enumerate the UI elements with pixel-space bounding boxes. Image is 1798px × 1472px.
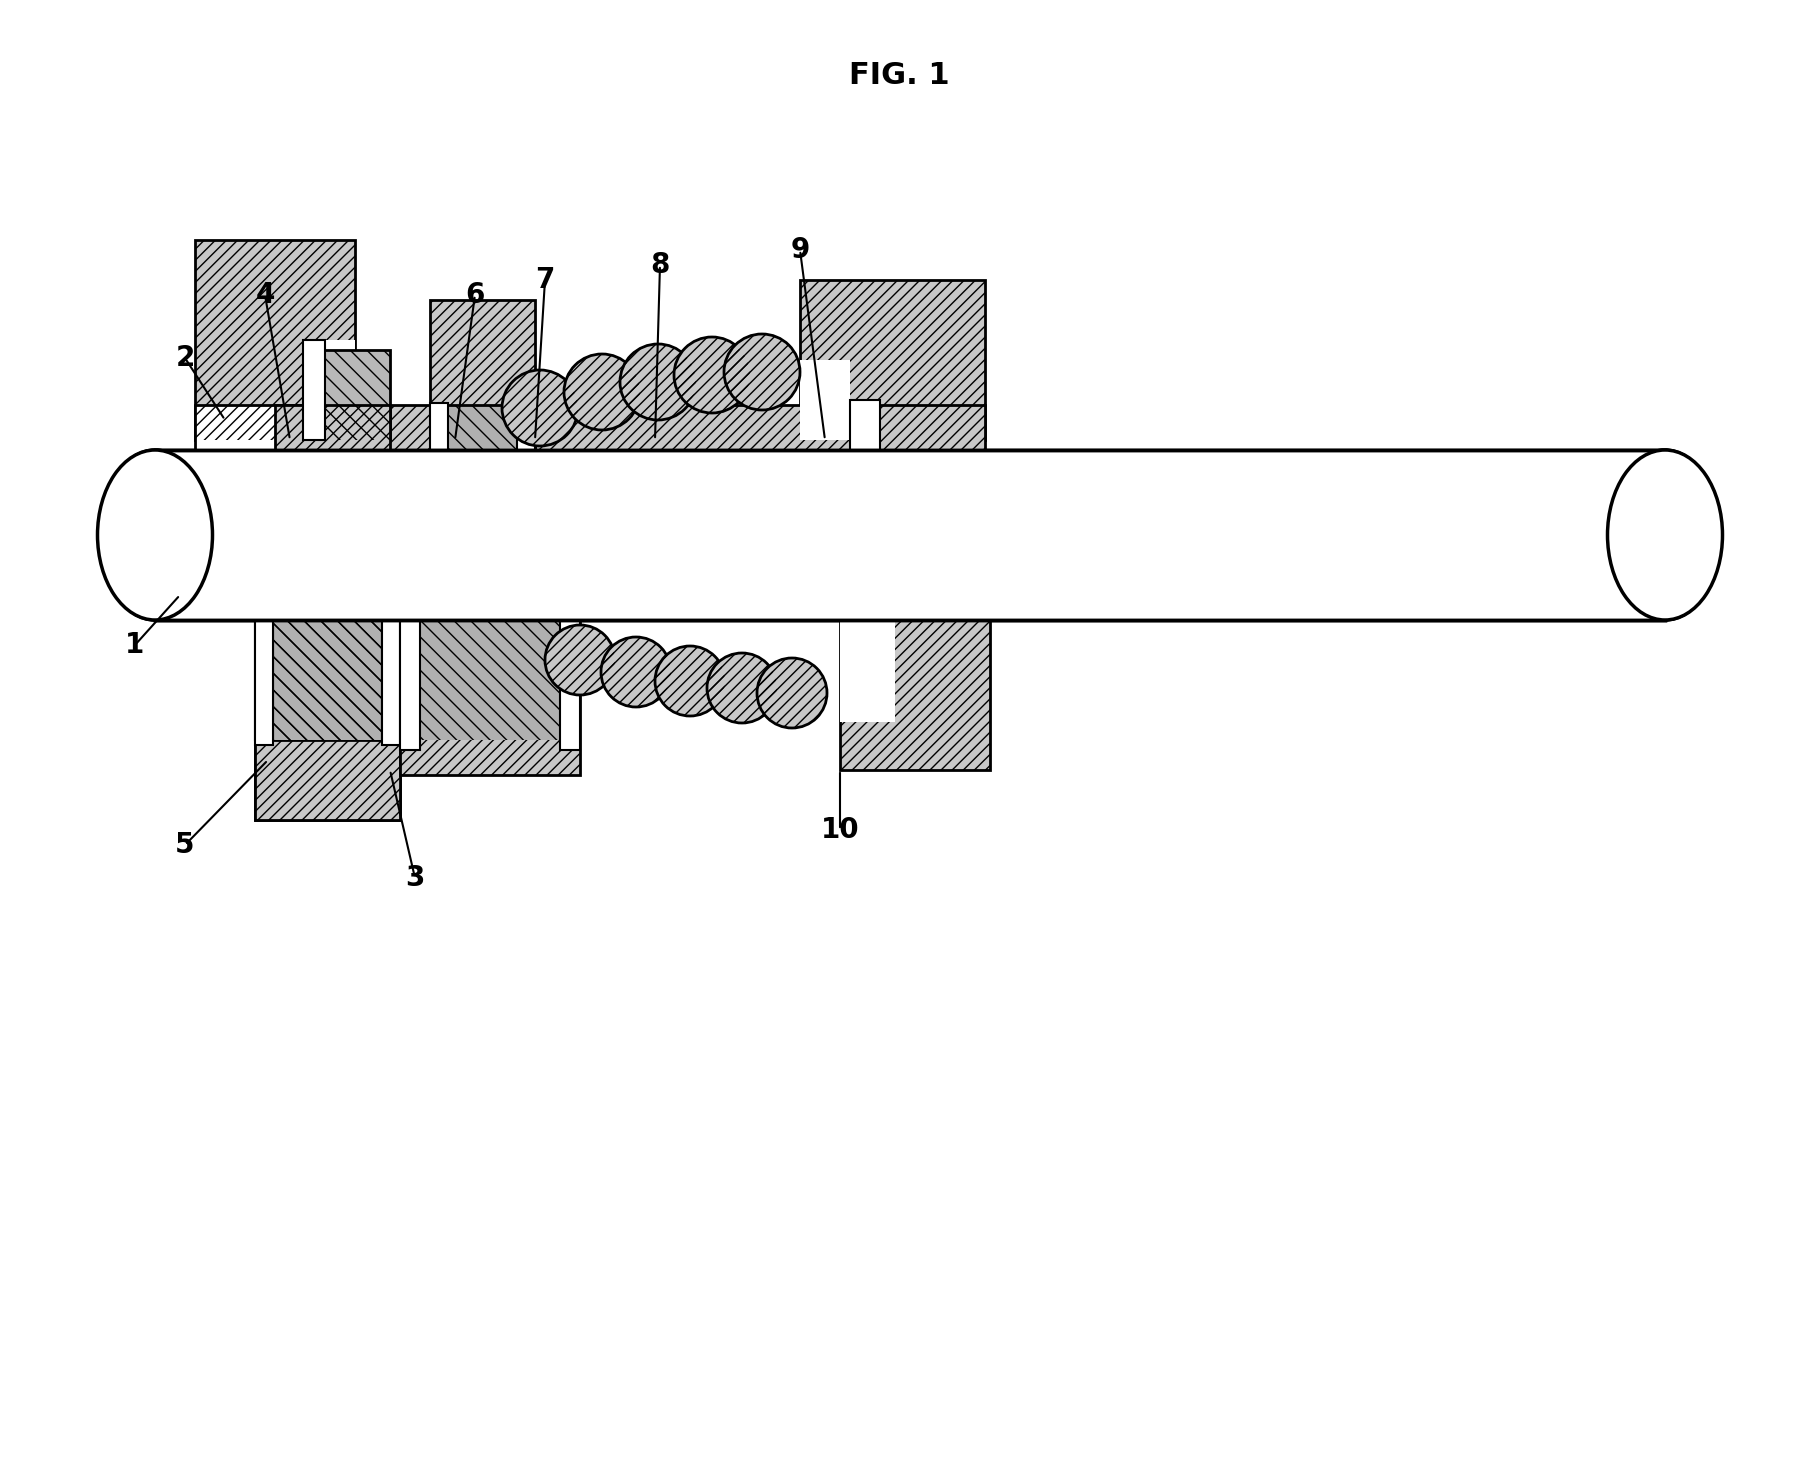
- Bar: [536, 405, 850, 450]
- Bar: [255, 620, 399, 820]
- Bar: [306, 340, 354, 440]
- Bar: [850, 405, 985, 450]
- Bar: [518, 403, 536, 450]
- Bar: [399, 620, 421, 751]
- Bar: [850, 400, 879, 450]
- Circle shape: [725, 334, 800, 411]
- Bar: [800, 361, 850, 440]
- Bar: [430, 403, 448, 450]
- Text: 10: 10: [820, 815, 859, 843]
- Bar: [255, 620, 273, 745]
- Circle shape: [502, 369, 577, 446]
- Bar: [417, 620, 563, 740]
- Bar: [381, 620, 399, 745]
- Bar: [255, 620, 399, 740]
- Bar: [275, 405, 390, 450]
- Bar: [430, 300, 536, 440]
- Circle shape: [601, 637, 671, 707]
- Bar: [840, 570, 930, 620]
- Bar: [840, 620, 991, 770]
- Bar: [840, 620, 991, 770]
- Ellipse shape: [101, 450, 210, 620]
- Bar: [581, 580, 840, 620]
- Bar: [304, 340, 325, 440]
- Text: 3: 3: [405, 864, 424, 892]
- Bar: [840, 623, 895, 721]
- Bar: [354, 405, 430, 450]
- Bar: [850, 405, 985, 450]
- Text: 2: 2: [176, 344, 194, 372]
- Bar: [399, 620, 581, 774]
- Ellipse shape: [97, 450, 212, 620]
- Bar: [273, 620, 381, 740]
- Circle shape: [654, 646, 725, 715]
- Bar: [399, 580, 435, 620]
- Bar: [306, 350, 390, 440]
- Bar: [536, 405, 850, 450]
- Text: 1: 1: [126, 631, 144, 659]
- Bar: [255, 620, 399, 820]
- Text: 8: 8: [651, 252, 669, 280]
- Text: FIG. 1: FIG. 1: [849, 60, 949, 90]
- Bar: [417, 620, 563, 740]
- Bar: [155, 450, 1665, 620]
- Bar: [255, 620, 399, 740]
- Bar: [354, 405, 430, 450]
- Circle shape: [565, 353, 640, 430]
- Bar: [381, 620, 399, 740]
- Circle shape: [674, 337, 750, 414]
- Bar: [273, 623, 381, 737]
- Bar: [255, 620, 399, 820]
- Bar: [800, 280, 985, 440]
- Text: 9: 9: [791, 236, 809, 263]
- Circle shape: [707, 654, 777, 723]
- Circle shape: [620, 344, 696, 420]
- Bar: [430, 405, 536, 450]
- Bar: [430, 405, 536, 450]
- Bar: [800, 280, 985, 440]
- Circle shape: [757, 658, 827, 729]
- Bar: [194, 240, 354, 440]
- Bar: [399, 580, 435, 620]
- Ellipse shape: [1607, 450, 1722, 620]
- Bar: [930, 570, 960, 620]
- Bar: [306, 350, 390, 440]
- Bar: [255, 620, 399, 820]
- Text: 6: 6: [466, 281, 485, 309]
- Bar: [155, 450, 1665, 620]
- Bar: [840, 570, 930, 620]
- Bar: [275, 405, 390, 450]
- Bar: [273, 620, 381, 740]
- Ellipse shape: [1609, 450, 1721, 620]
- Bar: [399, 620, 581, 774]
- Bar: [559, 620, 581, 751]
- Bar: [194, 405, 390, 450]
- Bar: [255, 620, 273, 740]
- Text: 5: 5: [174, 832, 194, 860]
- Bar: [430, 300, 536, 440]
- Bar: [194, 240, 354, 440]
- Text: 7: 7: [536, 266, 556, 294]
- Circle shape: [545, 626, 615, 695]
- Text: 4: 4: [255, 281, 275, 309]
- Bar: [581, 580, 840, 620]
- Bar: [255, 580, 581, 620]
